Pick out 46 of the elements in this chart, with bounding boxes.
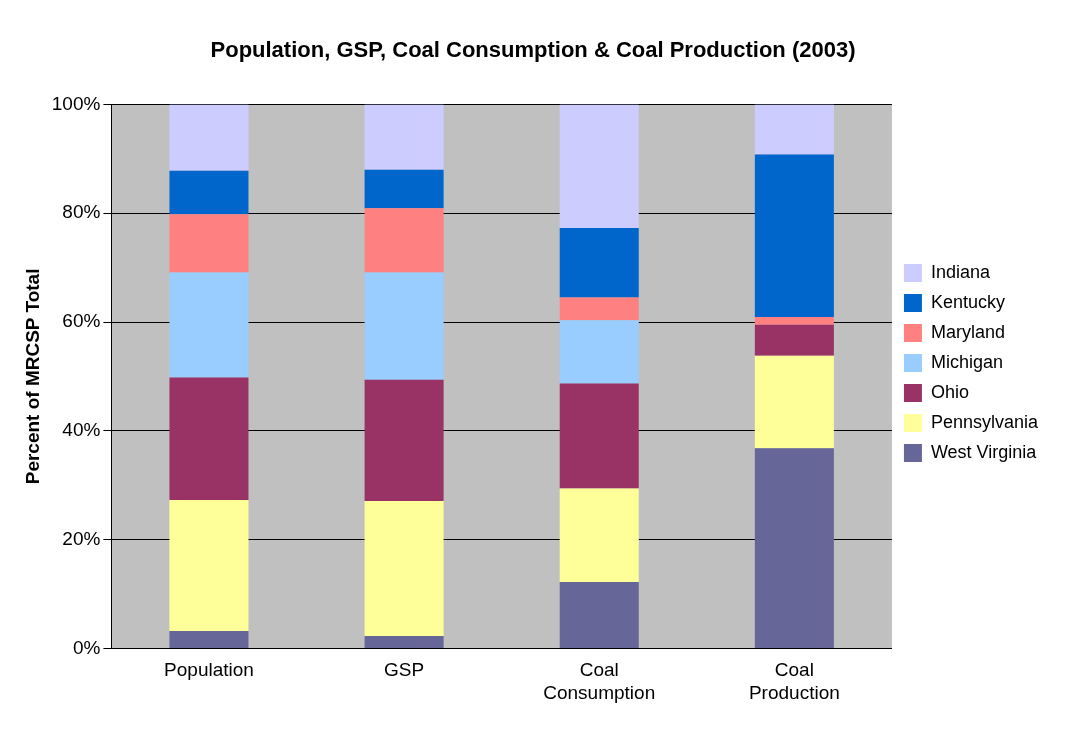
bar [169, 630, 249, 648]
y-tick-label: 20% [62, 527, 101, 549]
bar [559, 488, 639, 583]
bar [169, 272, 249, 378]
bar [754, 355, 834, 449]
bar [754, 448, 834, 648]
bar [559, 104, 639, 228]
bar [754, 104, 834, 155]
legend-label: Ohio [930, 381, 969, 402]
legend-label: Pennsylvania [930, 411, 1039, 432]
bar [169, 499, 249, 631]
x-tick-label: Coal Consumption [543, 659, 656, 703]
bar [169, 170, 249, 215]
bar [559, 582, 639, 648]
bar [364, 104, 444, 170]
bar [364, 169, 444, 209]
legend-label: West Virginia [930, 441, 1038, 462]
bar [754, 317, 834, 325]
bar [559, 227, 639, 298]
bar [754, 324, 834, 356]
bar [169, 214, 249, 273]
bar [559, 383, 639, 489]
bar [364, 272, 444, 380]
y-tick-label: 100% [51, 92, 101, 114]
y-tick-label: 80% [62, 201, 101, 223]
bar [754, 154, 834, 318]
x-tick-label: Coal Production [748, 659, 840, 703]
y-tick-label: 40% [62, 419, 101, 441]
bar [169, 104, 249, 171]
chart-title: Population, GSP, Coal Consumption & Coal Production (2003) [210, 37, 856, 63]
bar [364, 500, 444, 636]
x-tick-label: GSP [384, 659, 425, 681]
bar [364, 208, 444, 273]
y-axis-title: Percent of MRCSP Total [21, 268, 43, 485]
x-tick-label: Population [164, 659, 254, 681]
legend-label: Kentucky [930, 291, 1005, 312]
bar [559, 297, 639, 321]
y-tick-label: 60% [62, 310, 101, 332]
legend-label: Indiana [930, 261, 991, 282]
bar [559, 320, 639, 384]
legend-label: Maryland [930, 321, 1005, 342]
legend-label: Michigan [930, 351, 1003, 372]
y-tick-label: 0% [72, 636, 101, 658]
bar [364, 635, 444, 648]
bar [169, 377, 249, 500]
bar [364, 379, 444, 501]
